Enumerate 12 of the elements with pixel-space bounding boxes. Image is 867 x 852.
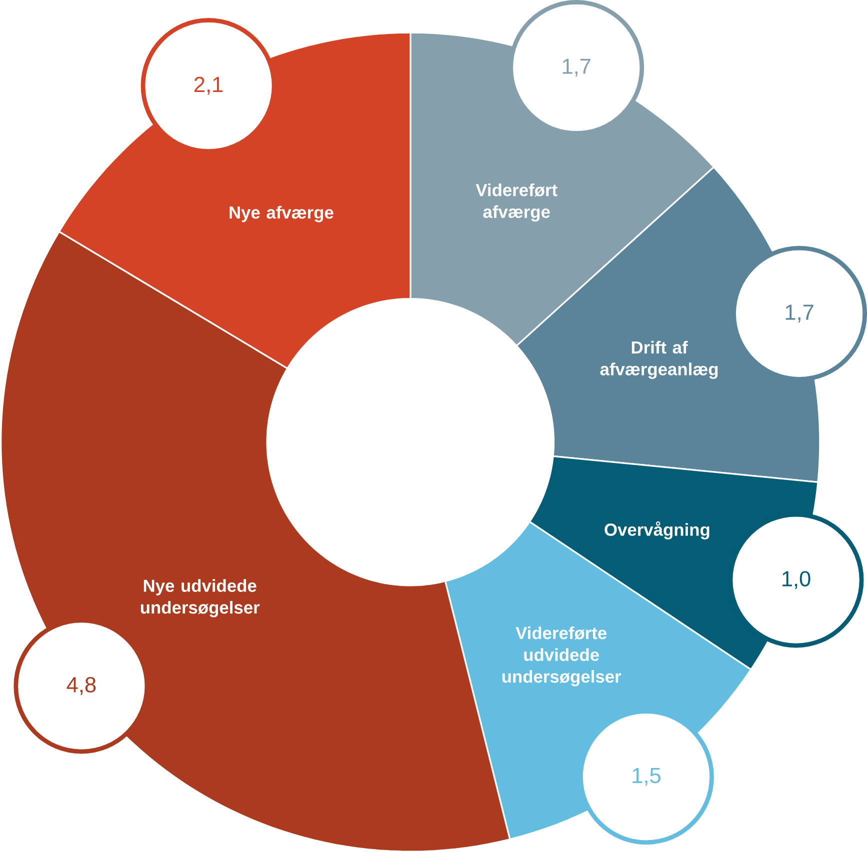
data-label: 1,7 [786, 304, 814, 322]
data-label: 4,8 [66, 676, 96, 695]
data-label: 1,7 [562, 58, 590, 76]
slice-label: Overvågning [604, 521, 710, 540]
data-label: 1,0 [782, 570, 810, 589]
data-label: 2,1 [194, 76, 223, 95]
slice-label: Nye afværge [230, 206, 334, 222]
slice-label: Nye udvidede undersøgelser [140, 578, 260, 618]
slice-label: Videreført afværge [476, 183, 558, 222]
data-label: 1,5 [632, 768, 660, 786]
slice-label: Videreførte udvidede undersøgelser [502, 626, 622, 686]
slice-label: Drift af afværgeanlæg [600, 340, 718, 379]
